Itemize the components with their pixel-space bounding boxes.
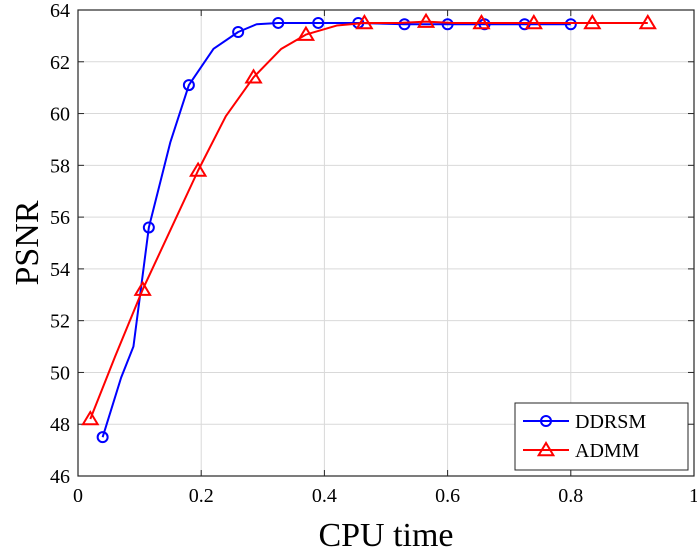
series-line-ddrsm xyxy=(101,21,571,438)
data-point-admm xyxy=(133,280,152,296)
legend: DDRSM ADMM xyxy=(514,402,689,471)
data-point-admm xyxy=(355,14,374,30)
data-point-admm xyxy=(416,12,436,28)
x-tick-label: 0.6 xyxy=(435,485,460,507)
y-tick-label: 64 xyxy=(50,0,70,22)
data-point-ddrsm xyxy=(441,18,454,31)
data-point-ddrsm xyxy=(182,79,195,92)
y-tick-label: 46 xyxy=(50,466,70,488)
y-tick-labels: 46 48 50 52 54 56 58 60 62 64 xyxy=(50,0,70,488)
y-tick-label: 62 xyxy=(50,52,70,74)
data-point-admm xyxy=(638,14,657,30)
series-line-admm xyxy=(89,20,648,420)
y-tick-label: 58 xyxy=(50,155,70,177)
data-point-admm xyxy=(472,14,491,30)
legend-label-admm: ADMM xyxy=(575,440,640,462)
data-point-admm xyxy=(244,68,263,84)
y-tick-label: 56 xyxy=(50,207,70,229)
data-point-admm xyxy=(296,25,316,41)
y-tick-label: 52 xyxy=(50,311,70,333)
data-point-ddrsm xyxy=(142,221,155,234)
x-axis-label: CPU time xyxy=(318,517,453,554)
data-point-admm xyxy=(583,14,602,30)
y-tick-label: 48 xyxy=(50,414,70,436)
x-tick-label: 0.2 xyxy=(189,485,214,507)
data-point-ddrsm xyxy=(564,18,577,31)
data-point-admm xyxy=(189,161,208,177)
y-axis-label: PSNR xyxy=(9,200,46,285)
x-tick-label: 1 xyxy=(689,485,697,507)
y-tick-label: 54 xyxy=(50,259,70,281)
data-point-ddrsm xyxy=(96,431,109,444)
series-layer xyxy=(81,12,657,444)
legend-marker-admm xyxy=(536,441,556,457)
x-tick-labels: 0 0.2 0.4 0.6 0.8 1 xyxy=(73,485,697,507)
x-tick-label: 0 xyxy=(73,485,83,507)
data-point-ddrsm xyxy=(232,26,245,39)
x-tick-label: 0.8 xyxy=(558,485,583,507)
data-point-ddrsm xyxy=(312,16,325,29)
legend-marker-ddrsm xyxy=(540,415,552,427)
y-tick-label: 60 xyxy=(50,104,70,126)
data-point-ddrsm xyxy=(398,18,411,31)
y-tick-label: 50 xyxy=(50,362,70,384)
legend-label-ddrsm: DDRSM xyxy=(575,411,646,433)
data-point-ddrsm xyxy=(272,16,285,29)
plot-area-frame xyxy=(77,9,695,477)
x-tick-label: 0.4 xyxy=(312,485,337,507)
data-point-admm xyxy=(81,410,100,426)
legend-box xyxy=(514,402,689,471)
data-point-admm xyxy=(524,14,543,30)
